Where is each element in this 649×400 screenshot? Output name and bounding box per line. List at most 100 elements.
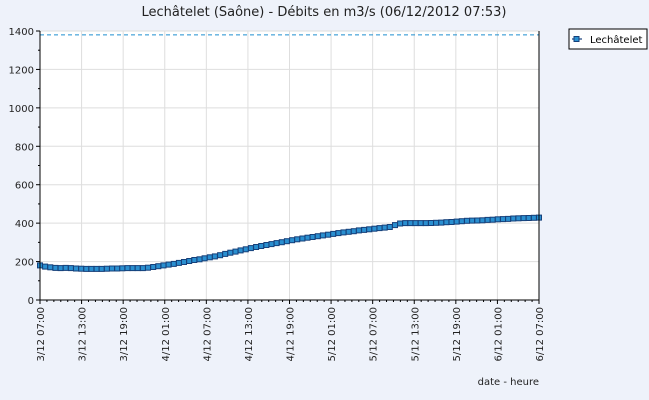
data-point [129, 265, 136, 272]
data-point [350, 228, 357, 235]
data-point [489, 216, 496, 223]
data-point [412, 220, 419, 227]
data-point [150, 264, 157, 270]
legend[interactable]: Lechâtelet [568, 28, 648, 50]
data-point [530, 214, 537, 221]
data-point [397, 220, 404, 227]
data-point [47, 264, 54, 271]
data-point [278, 239, 285, 246]
data-point [42, 263, 49, 270]
data-point [160, 262, 167, 269]
data-point [515, 215, 522, 222]
data-point [201, 255, 208, 262]
x-tick-label: 6/12 01:00 [493, 307, 504, 361]
data-point [222, 250, 229, 257]
data-point [273, 240, 280, 247]
data-point [299, 235, 306, 242]
data-point [464, 217, 470, 224]
data-point [134, 265, 141, 272]
data-point [98, 265, 105, 272]
data-point [124, 265, 131, 272]
y-tick-label: 1400 [9, 27, 34, 38]
x-tick-label: 3/12 19:00 [119, 307, 130, 361]
x-axis-ticks: 3/12 07:00 3/12 13:00 3/12 19:00 4/12 01:00… [36, 300, 546, 361]
data-point [484, 216, 491, 223]
data-point [366, 226, 373, 233]
y-tick-label: 400 [15, 219, 34, 230]
data-point [247, 245, 254, 252]
x-tick-label: 5/12 01:00 [327, 307, 338, 361]
data-point [340, 229, 347, 236]
data-point [78, 265, 85, 272]
x-tick-label: 5/12 19:00 [452, 307, 463, 361]
data-point [217, 252, 224, 259]
x-tick-label: 5/12 13:00 [410, 307, 421, 361]
data-point [428, 220, 434, 226]
x-tick-label: 4/12 07:00 [202, 307, 213, 361]
data-point [237, 247, 244, 254]
x-tick-label: 4/12 13:00 [244, 307, 255, 361]
data-point [253, 244, 260, 250]
data-point [494, 216, 501, 223]
data-point [474, 217, 481, 224]
data-point [417, 220, 424, 227]
data-point [407, 220, 414, 227]
data-point [505, 215, 512, 222]
data-point [258, 243, 265, 249]
data-point [330, 230, 337, 237]
data-point [304, 234, 311, 241]
x-tick-label: 4/12 01:00 [161, 307, 172, 361]
data-point [433, 219, 440, 226]
data-point [83, 265, 90, 272]
data-point [109, 265, 115, 272]
data-point [309, 234, 316, 240]
x-tick-label: 5/12 07:00 [369, 307, 380, 361]
data-point [453, 218, 460, 225]
data-point [263, 242, 270, 248]
data-point [376, 225, 383, 232]
data-point [62, 264, 69, 271]
y-tick-label: 1200 [9, 65, 34, 76]
data-point [67, 265, 74, 272]
data-point [145, 264, 151, 271]
y-tick-label: 200 [15, 258, 34, 269]
data-point [206, 254, 213, 261]
data-point [165, 261, 172, 268]
y-tick-label: 0 [28, 296, 34, 307]
data-point [361, 226, 368, 233]
data-point [268, 241, 275, 248]
data-point [52, 264, 59, 271]
x-axis-label: date - heure [478, 377, 539, 388]
data-point [227, 249, 234, 256]
data-point [345, 228, 352, 235]
chart-title: Lechâtelet (Saône) - Débits en m3/s (06/… [142, 5, 507, 20]
data-point [525, 215, 532, 221]
data-point [155, 263, 162, 270]
y-tick-label: 1000 [9, 104, 34, 115]
x-tick-label: 3/12 13:00 [78, 307, 89, 361]
data-point [294, 236, 301, 243]
legend-swatch-marker [573, 36, 580, 42]
y-axis-ticks: 0 200 400 600 800 1000 1200 1400 [9, 27, 40, 307]
data-point [181, 259, 187, 265]
data-point [458, 218, 465, 225]
data-point [448, 219, 455, 225]
data-point [386, 224, 393, 230]
data-point [57, 265, 64, 272]
data-point [319, 232, 326, 239]
data-point [170, 260, 177, 267]
y-tick-label: 800 [15, 142, 34, 153]
data-point [355, 227, 362, 234]
data-point [479, 217, 486, 224]
grid [40, 30, 539, 300]
data-point [314, 233, 321, 240]
data-point [371, 225, 378, 232]
x-tick-label: 3/12 07:00 [36, 307, 47, 361]
data-point [88, 265, 95, 272]
x-tick-label: 6/12 07:00 [535, 307, 546, 361]
data-point [119, 265, 126, 272]
data-point [325, 231, 332, 238]
data-point [392, 222, 398, 229]
